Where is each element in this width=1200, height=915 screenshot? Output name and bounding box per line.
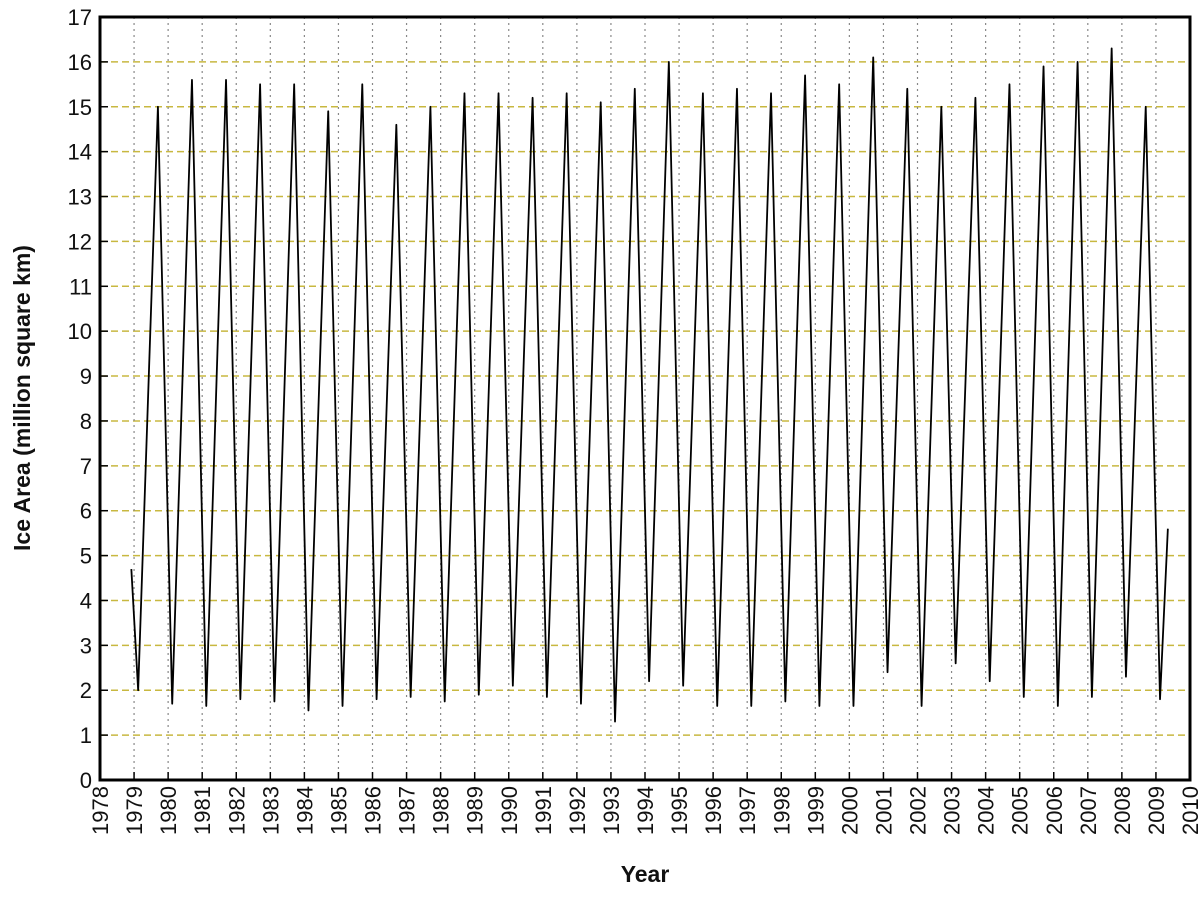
y-tick-label: 6 — [80, 499, 92, 524]
data-line — [130, 47, 1169, 723]
y-tick-label: 15 — [68, 95, 92, 120]
x-tick-label: 1990 — [497, 786, 522, 835]
x-tick-label: 2008 — [1110, 786, 1135, 835]
x-tick-label: 2003 — [940, 786, 965, 835]
y-tick-label: 14 — [68, 140, 92, 165]
y-tick-label: 3 — [80, 633, 92, 658]
x-tick-label: 1980 — [156, 786, 181, 835]
x-axis-title: Year — [621, 861, 670, 887]
y-tick-label: 1 — [80, 723, 92, 748]
x-tick-label: 1981 — [190, 786, 215, 835]
y-tick-label: 11 — [69, 274, 92, 299]
plot-area — [130, 47, 1169, 723]
x-tick-label: 1999 — [803, 786, 828, 835]
y-axis-title: Ice Area (million square km) — [9, 245, 35, 551]
x-tick-label: 1979 — [122, 786, 147, 835]
x-tick-label: 2010 — [1178, 786, 1200, 835]
x-tick-label: 1995 — [667, 786, 692, 835]
x-tick-label: 1984 — [292, 786, 317, 835]
x-tick-label: 2009 — [1144, 786, 1169, 835]
x-tick-label: 1998 — [769, 786, 794, 835]
x-tick-label: 2005 — [1008, 786, 1033, 835]
x-tick-label: 1997 — [735, 786, 760, 835]
y-tick-label: 16 — [68, 50, 92, 75]
x-tick-label: 1993 — [599, 786, 624, 835]
x-tick-label: 1989 — [463, 786, 488, 835]
x-tick-label: 1986 — [361, 786, 386, 835]
y-tick-label: 13 — [68, 185, 92, 210]
x-tick-label: 1996 — [701, 786, 726, 835]
y-tick-label: 12 — [68, 229, 92, 254]
y-tick-label: 0 — [80, 768, 92, 793]
x-tick-label: 1992 — [565, 786, 590, 835]
y-tick-label: 10 — [68, 319, 92, 344]
y-tick-label: 7 — [80, 454, 92, 479]
x-tick-label: 1985 — [326, 786, 351, 835]
x-tick-label: 2007 — [1076, 786, 1101, 835]
x-tick-label: 2002 — [906, 786, 931, 835]
y-tick-label: 9 — [80, 364, 92, 389]
x-tick-label: 2001 — [871, 786, 896, 835]
x-tick-label: 1991 — [531, 786, 556, 835]
x-tick-label: 2004 — [974, 786, 999, 835]
x-tick-label: 1994 — [633, 786, 658, 835]
x-tick-label: 1978 — [88, 786, 113, 835]
x-tick-label: 1988 — [429, 786, 454, 835]
x-tick-label: 1982 — [224, 786, 249, 835]
x-tick-label: 2006 — [1042, 786, 1067, 835]
x-tick-label: 1987 — [395, 786, 420, 835]
x-tick-label: 2000 — [837, 786, 862, 835]
x-tick-label: 1983 — [258, 786, 283, 835]
y-tick-label: 5 — [80, 544, 92, 569]
y-tick-label: 2 — [80, 678, 92, 703]
grid — [99, 16, 1191, 781]
y-tick-label: 8 — [80, 409, 92, 434]
y-tick-label: 17 — [68, 5, 92, 30]
y-tick-label: 4 — [80, 588, 92, 613]
